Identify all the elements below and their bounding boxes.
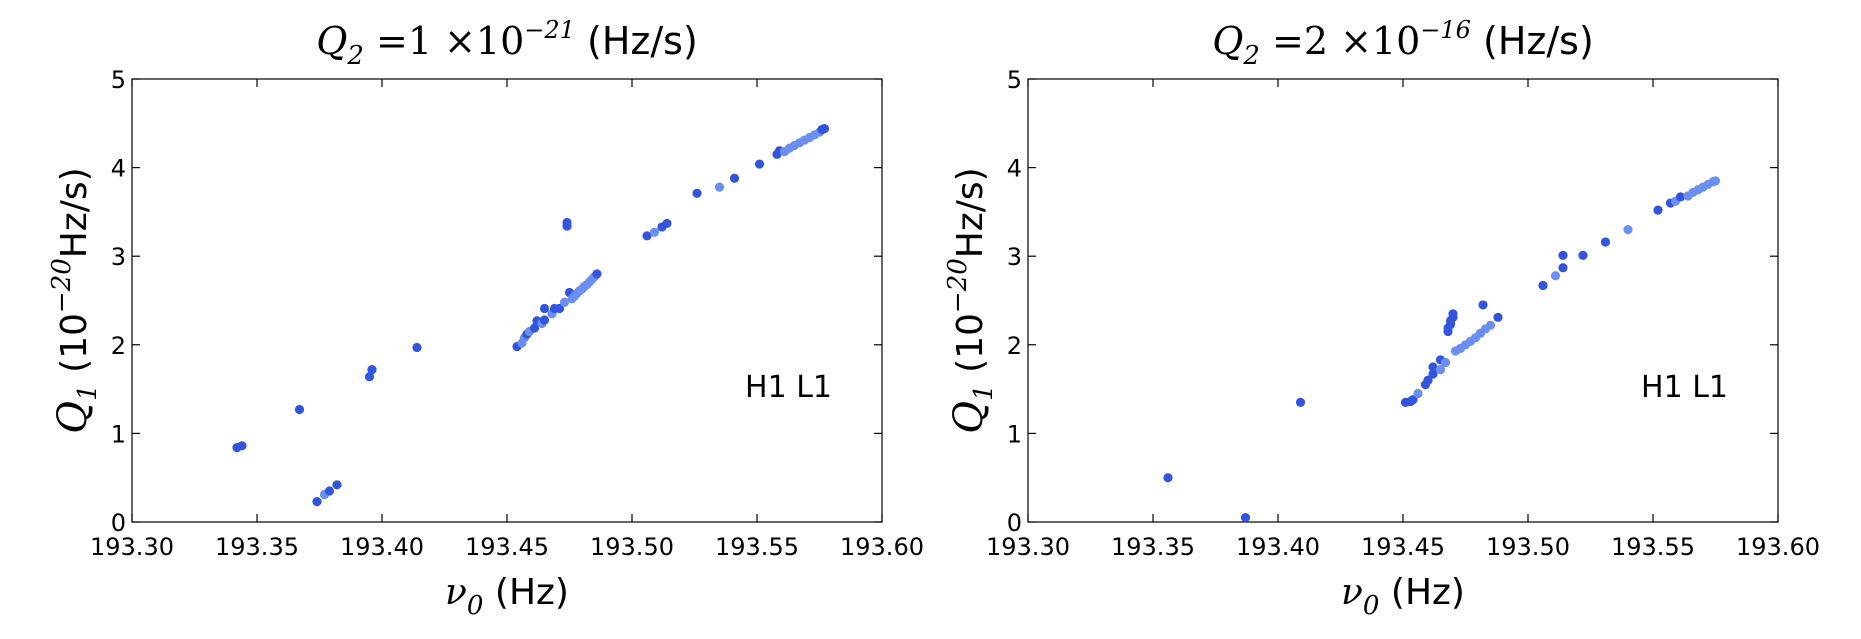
x-tick-label: 193.40	[340, 533, 424, 561]
x-tick-label: 193.50	[590, 533, 674, 561]
data-point	[1550, 271, 1561, 281]
data-point	[1413, 388, 1423, 399]
y-tick-label: 0	[111, 509, 126, 537]
x-tick-label: 193.30	[986, 533, 1070, 561]
data-point	[539, 303, 550, 314]
y-tick-label: 3	[1007, 243, 1022, 271]
data-point	[412, 342, 422, 353]
data-point	[1600, 237, 1611, 247]
x-tick-label: 193.60	[1736, 533, 1820, 561]
y-axis-label: Q1 (10−20Hz/s)	[47, 167, 103, 433]
chart-panel-1: 193.30 193.35 193.40 193.45 193.50 193.55 193.…	[47, 16, 924, 621]
x-tick-label: 193.45	[1361, 533, 1445, 561]
data-point	[1423, 375, 1433, 385]
y-tick-label: 2	[1007, 332, 1022, 360]
y-tick-label: 5	[111, 66, 126, 94]
data-point	[237, 441, 247, 451]
y-tick-label: 0	[1007, 509, 1022, 537]
data-point	[562, 217, 572, 228]
data-point	[649, 227, 660, 237]
y-tick-label: 4	[111, 155, 126, 183]
chart-title: Q2 =1 ×10−21 (Hz/s)	[316, 16, 698, 71]
x-tick-label: 193.50	[1486, 533, 1570, 561]
x-tick-label: 193.35	[215, 533, 299, 561]
data-point	[1428, 362, 1438, 372]
plot-frame	[1027, 78, 1779, 523]
chart-title: Q2 =2 ×10−16 (Hz/s)	[1212, 16, 1594, 71]
data-point	[1295, 397, 1306, 407]
detector-annotation: H1 L1	[1641, 370, 1728, 405]
data-point	[819, 124, 830, 134]
data-point	[1478, 300, 1488, 310]
x-tick-label: 193.30	[90, 533, 174, 561]
data-point	[1578, 250, 1588, 260]
data-point	[662, 218, 672, 229]
data-point	[529, 323, 540, 333]
data-point	[1710, 176, 1721, 186]
x-axis-label: ν0 (Hz)	[1341, 572, 1465, 621]
x-axis-label: ν0 (Hz)	[445, 572, 569, 621]
data-point	[754, 159, 765, 169]
data-point	[554, 303, 565, 314]
data-point	[539, 315, 550, 325]
chart-panel-2: 193.30 193.35 193.40 193.45 193.50 193.55 193.…	[943, 16, 1820, 621]
y-tick-label: 1	[1007, 420, 1022, 448]
data-point	[714, 182, 725, 192]
data-point	[1558, 263, 1568, 273]
detector-annotation: H1 L1	[745, 370, 832, 405]
y-tick-label: 1	[111, 420, 126, 448]
data-point	[332, 480, 342, 490]
y-tick-label: 2	[111, 332, 126, 360]
data-point	[1408, 395, 1418, 405]
x-tick-label: 193.35	[1111, 533, 1195, 561]
data-point	[1240, 512, 1251, 523]
data-point	[1163, 473, 1173, 483]
data-point	[642, 231, 652, 241]
y-axis-label: Q1 (10−20Hz/s)	[943, 167, 999, 433]
data-point	[367, 365, 377, 375]
data-point	[1675, 192, 1686, 202]
x-tick-label: 193.55	[1611, 533, 1695, 561]
data-point	[592, 269, 602, 279]
data-point	[1448, 309, 1458, 319]
data-point	[364, 372, 375, 382]
data-point	[1538, 280, 1548, 291]
data-point	[729, 173, 740, 183]
data-point	[1653, 205, 1663, 215]
data-point	[1485, 320, 1496, 330]
data-point	[559, 297, 570, 307]
y-tick-label: 3	[111, 243, 126, 271]
data-point	[1493, 312, 1503, 322]
x-tick-label: 193.40	[1236, 533, 1320, 561]
data-point	[1428, 369, 1438, 379]
data-point	[312, 497, 322, 507]
data-point	[294, 404, 305, 415]
x-tick-label: 193.55	[715, 533, 799, 561]
data-point	[1558, 250, 1568, 260]
y-tick-label: 5	[1007, 66, 1022, 94]
data-point	[692, 188, 702, 198]
plot-frame	[131, 78, 883, 523]
y-tick-label: 4	[1007, 155, 1022, 183]
data-point	[324, 486, 335, 496]
data-point	[1623, 225, 1633, 235]
x-tick-label: 193.60	[840, 533, 924, 561]
x-tick-label: 193.45	[465, 533, 549, 561]
data-point	[1435, 365, 1446, 375]
data-point	[1440, 357, 1451, 368]
